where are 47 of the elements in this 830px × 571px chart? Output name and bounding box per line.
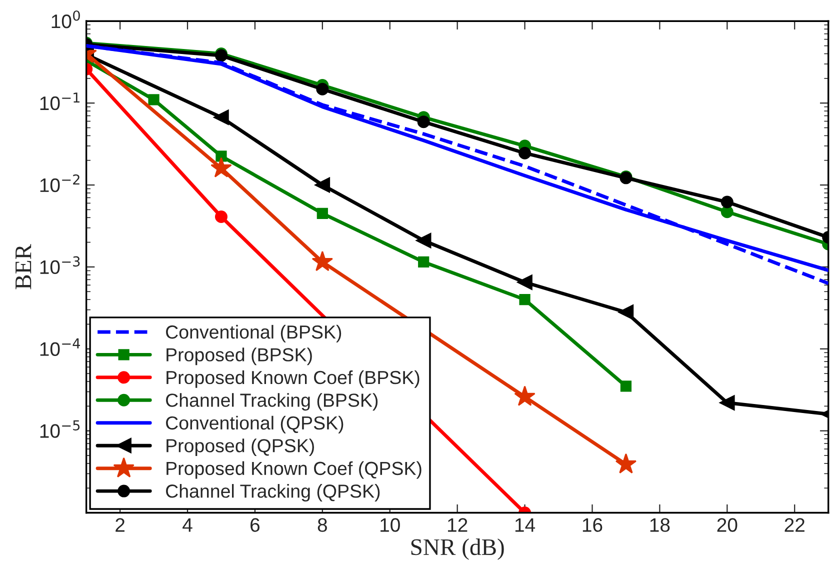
legend-label: Proposed Known Coef (QPSK) (166, 461, 422, 479)
x-tick-label: 4 (182, 518, 192, 532)
point (517, 274, 532, 290)
x-tick-label: 6 (250, 518, 260, 532)
point (417, 116, 430, 128)
y-tick-label: 10$^{−5}$ (40, 420, 80, 438)
y-tick-label: 10$^{−3}$ (40, 256, 80, 274)
legend-label: Proposed (QPSK) (166, 438, 314, 456)
legend-label: Conventional (BPSK) (166, 324, 342, 342)
point (514, 386, 536, 406)
point (316, 82, 329, 96)
x-axis-title: SNR (dB) (411, 538, 504, 560)
y-axis-title: BER (16, 244, 32, 290)
x-tick-label: 10 (380, 518, 400, 532)
legend-label: Channel Tracking (BPSK) (166, 393, 378, 411)
point (620, 380, 632, 392)
x-tick-label: 14 (515, 518, 536, 532)
x-tick-label: 22 (784, 518, 804, 532)
y-tick-label: 10$^{−1}$ (40, 92, 80, 110)
point (418, 256, 430, 268)
point (720, 206, 734, 218)
x-tick-label: 12 (448, 518, 468, 532)
x-tick-label: 2 (116, 518, 124, 532)
y-tick-label: 10$^{−2}$ (40, 174, 80, 192)
point (214, 110, 229, 125)
x-tick-label: 18 (650, 518, 670, 532)
x-tick-label: 8 (318, 518, 327, 532)
legend-label: Proposed Known Coef (BPSK) (166, 370, 420, 388)
legend-label: Channel Tracking (QPSK) (166, 484, 380, 502)
y-tick-label: 10$^{−4}$ (40, 338, 80, 356)
point (519, 294, 530, 306)
point (210, 157, 232, 178)
legend-label: Conventional (QPSK) (166, 416, 344, 434)
point (316, 208, 328, 219)
point (618, 304, 634, 320)
point (720, 196, 734, 208)
y-tick-label: 10$^{0}$ (52, 10, 80, 28)
point (615, 453, 637, 474)
point (312, 250, 334, 272)
point (148, 94, 160, 106)
legend-label: Proposed (BPSK) (166, 348, 312, 366)
point (314, 177, 330, 193)
point (720, 395, 735, 410)
point (416, 232, 432, 248)
x-tick-label: 20 (717, 518, 738, 532)
x-tick-label: 16 (582, 518, 602, 532)
point (518, 146, 532, 160)
